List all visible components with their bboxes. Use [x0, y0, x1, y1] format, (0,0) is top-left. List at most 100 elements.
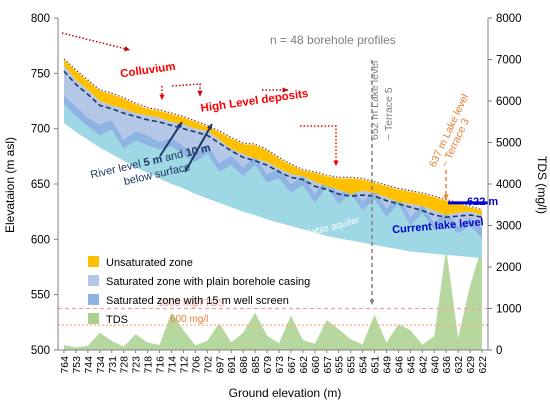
x-tick-label: 654: [358, 356, 370, 374]
x-tick-label: 744: [83, 356, 95, 374]
x-tick-label: 728: [119, 356, 131, 374]
x-tick-label: 691: [226, 356, 238, 374]
legend-swatch: [88, 275, 99, 286]
river-5m-arrow-head: [176, 122, 182, 128]
x-tick-label: 622: [477, 356, 489, 374]
available-aquifer-area: [63, 104, 483, 259]
lake-652-label-line1: 652 m Lake level: [369, 61, 381, 140]
y-right-tick-label: 2000: [496, 262, 522, 274]
line-series-group: [58, 58, 488, 326]
x-tick-label: 716: [155, 356, 167, 374]
x-tick-label: 642: [417, 356, 429, 374]
current-lake-value-label: 622 m: [467, 196, 498, 208]
y-right-tick-label: 3000: [496, 221, 522, 233]
lake-652-label-line2: ~ Terrace 5: [383, 87, 395, 140]
y-left-tick-label: 550: [31, 290, 50, 302]
x-tick-label: 723: [131, 356, 143, 374]
x-tick-label: 636: [441, 356, 453, 374]
x-tick-label: 651: [370, 356, 382, 374]
annotations-group: [61, 32, 449, 305]
x-tick-label: 655: [334, 356, 346, 374]
water-table-line: [63, 70, 483, 219]
x-tick-label: 753: [71, 356, 83, 374]
tds-area: [63, 246, 483, 350]
x-tick-label: 667: [286, 356, 298, 374]
unsaturated-zone-area: [63, 60, 483, 215]
legend-swatch: [88, 313, 99, 324]
x-tick-label: 679: [262, 356, 274, 374]
x-tick-label: 718: [143, 356, 155, 374]
high-level-left-arrow-head: [197, 90, 203, 96]
x-tick-label: 673: [274, 356, 286, 374]
river-10m-arrow-head: [207, 124, 212, 130]
x-tick-label: 655: [346, 356, 358, 374]
colluvium-label: Colluvium: [120, 61, 177, 81]
x-tick-label: 731: [107, 356, 119, 374]
river-5m-arrow: [159, 121, 183, 157]
x-tick-label: 686: [238, 356, 250, 374]
x-tick-label: 645: [405, 356, 417, 374]
x-tick-label: 660: [310, 356, 322, 374]
y-axis-left-title: Elevataion (m asl): [3, 137, 17, 233]
x-tick-label: 734: [95, 356, 107, 374]
legend-swatch: [88, 256, 99, 267]
x-tick-label: 714: [166, 356, 178, 374]
y-axis-right-title: TDS (mg/l): [535, 156, 549, 214]
river-5m: 5 m: [142, 153, 163, 169]
colluvium-down-arrow-head: [159, 94, 165, 100]
high-level-deposits-label: High Level deposits: [200, 88, 309, 115]
x-axis-title: Ground elevation (m): [229, 386, 342, 400]
river-10m-arrow: [184, 123, 213, 173]
y-left-tick-label: 700: [31, 124, 50, 136]
y-right-tick-label: 5000: [496, 138, 522, 150]
x-tick-label: 697: [214, 356, 226, 374]
y-right-tick-label: 1000: [496, 304, 522, 316]
chart-subtitle: n = 48 borehole profiles: [270, 33, 396, 47]
legend-label: Unsaturated zone: [106, 257, 193, 269]
x-tick-label: 657: [322, 356, 334, 374]
y-left-tick-label: 750: [31, 68, 50, 80]
land-surface-line: [63, 58, 483, 211]
x-tick-label: 632: [453, 356, 465, 374]
legend-swatch: [88, 294, 99, 305]
well-screen-area: [63, 95, 483, 239]
x-tick-label: 662: [298, 356, 310, 374]
lake-652-arrow-head: [369, 299, 375, 305]
high-level-left-arrow: [171, 83, 201, 96]
area-series-group: [63, 60, 483, 350]
x-tick-label: 702: [202, 356, 214, 374]
y-right-tick-label: 0: [496, 345, 502, 357]
x-tick-label: 646: [393, 356, 405, 374]
river-10m: 10 m: [185, 142, 212, 159]
x-tick-label: 640: [429, 356, 441, 374]
high-level-down-arrow-head: [333, 160, 339, 166]
colluvium-arrow: [61, 32, 131, 51]
high-level-right-arrow-head: [282, 87, 288, 93]
x-tick-label: 764: [59, 356, 71, 374]
high-level-down-arrow: [300, 125, 337, 166]
y-right-tick-label: 8000: [496, 13, 522, 25]
x-tick-label: 706: [190, 356, 202, 374]
y-left-tick-label: 650: [31, 179, 50, 191]
colluvium-arrow-head: [124, 46, 130, 52]
y-left-tick-label: 500: [31, 345, 50, 357]
x-tick-label: 712: [178, 356, 190, 374]
y-right-tick-label: 6000: [496, 96, 522, 108]
axes-group: 5005506006507007508000100020003000400050…: [31, 13, 522, 374]
x-tick-label: 649: [381, 356, 393, 374]
y-left-tick-label: 800: [31, 13, 50, 25]
legend-label: Saturated zone with 15 m well screen: [106, 295, 289, 307]
y-right-tick-label: 7000: [496, 55, 522, 67]
legend: Unsaturated zone Saturated zone with plai…: [88, 256, 310, 326]
y-left-tick-label: 600: [31, 234, 50, 246]
y-right-tick-label: 4000: [496, 179, 522, 191]
legend-label: TDS: [106, 314, 128, 326]
tds-600-label: 600 mg/l: [170, 314, 208, 325]
legend-label: Saturated zone with plain borehole casin…: [106, 276, 310, 288]
river-and: and: [161, 148, 188, 165]
tds-1000-label: 1000 mg/l TDS: [158, 298, 225, 309]
x-tick-label: 629: [465, 356, 477, 374]
x-tick-label: 685: [250, 356, 262, 374]
lake-637-arrow-head: [443, 194, 449, 200]
